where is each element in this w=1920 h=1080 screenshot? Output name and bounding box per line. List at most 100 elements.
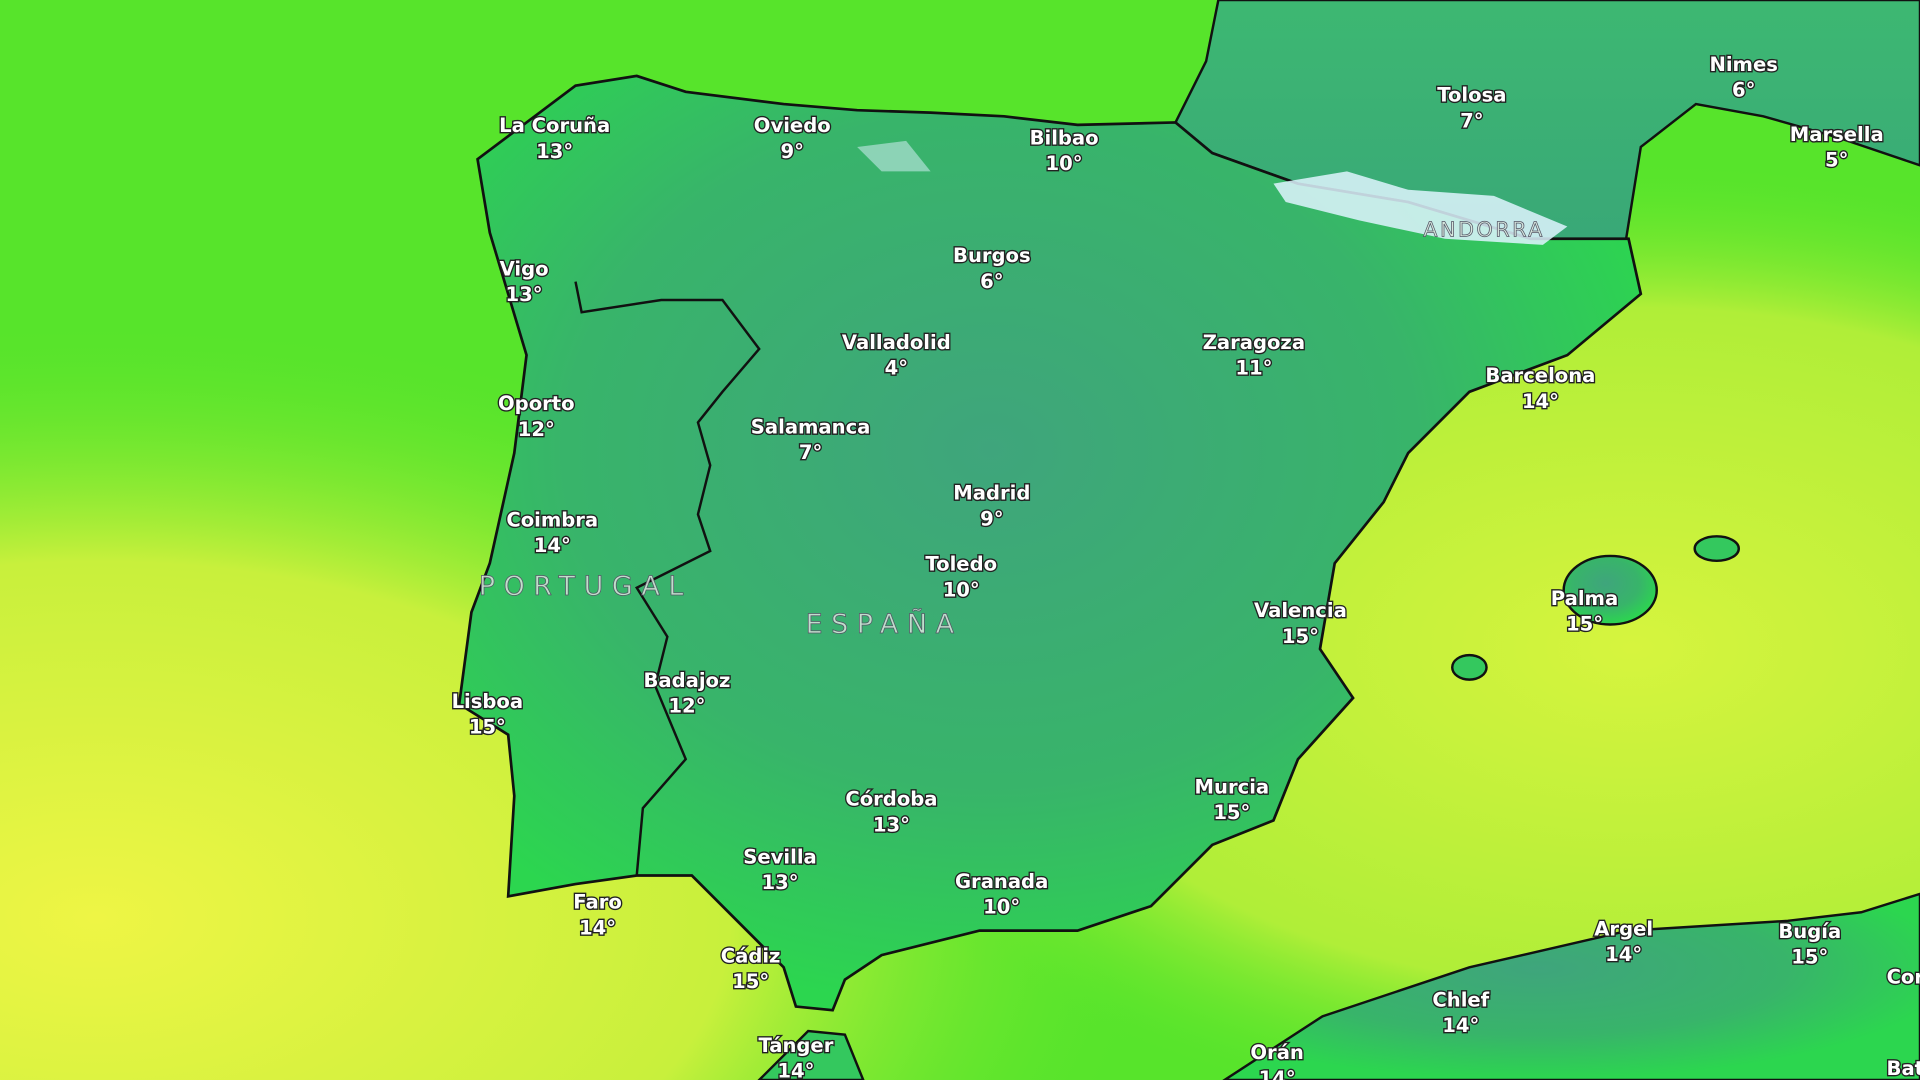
city-name: Granada xyxy=(955,870,1048,893)
city-label[interactable]: Bat xyxy=(1885,1056,1920,1080)
mallorca-island xyxy=(1562,554,1658,626)
city-temperature: 15° xyxy=(1213,801,1250,824)
city-label[interactable]: Valladolid 4° xyxy=(841,330,953,381)
city-label[interactable]: Barcelona 14° xyxy=(1484,363,1597,414)
city-name: Valladolid xyxy=(842,331,951,354)
city-name: Córdoba xyxy=(845,788,937,811)
city-temperature: 12° xyxy=(518,418,555,441)
city-temperature: 12° xyxy=(668,695,705,718)
north-africa-land xyxy=(1222,892,1920,1080)
city-temperature: 14° xyxy=(1605,943,1642,966)
city-temperature: 15° xyxy=(732,970,769,993)
portugal-spain-border xyxy=(574,281,761,876)
city-name: Badajoz xyxy=(643,669,730,692)
city-name: Marsella xyxy=(1790,123,1884,146)
city-name: Cádiz xyxy=(721,944,781,967)
city-name: Nimes xyxy=(1709,53,1777,76)
city-label[interactable]: Valencia 15° xyxy=(1253,598,1348,649)
city-temperature: 13° xyxy=(536,140,573,163)
city-label[interactable]: Burgos 6° xyxy=(952,243,1032,294)
city-temperature: 5° xyxy=(1825,149,1848,172)
city-temperature: 11° xyxy=(1235,357,1272,380)
city-name: Murcia xyxy=(1195,775,1270,798)
city-temperature: 9° xyxy=(980,507,1003,530)
city-temperature: 13° xyxy=(873,813,910,836)
city-label[interactable]: Cádiz 15° xyxy=(719,943,781,994)
city-temperature: 13° xyxy=(761,871,798,894)
city-label[interactable]: Oviedo 9° xyxy=(752,113,832,164)
city-name: Chlef xyxy=(1432,989,1489,1012)
city-label[interactable]: Tánger 14° xyxy=(757,1032,835,1080)
city-temperature: 15° xyxy=(1566,613,1603,636)
city-name: Lisboa xyxy=(452,690,524,713)
city-name: Zaragoza xyxy=(1203,331,1305,354)
city-name: Argel xyxy=(1594,918,1653,941)
city-temperature: 13° xyxy=(506,283,543,306)
city-temperature: 6° xyxy=(980,270,1003,293)
city-temperature: 15° xyxy=(469,715,506,738)
city-name: Palma xyxy=(1551,587,1618,610)
city-label[interactable]: La Coruña 13° xyxy=(498,113,612,164)
city-name: Tolosa xyxy=(1437,84,1506,107)
city-name: Valencia xyxy=(1254,599,1347,622)
city-name: Burgos xyxy=(953,244,1031,267)
city-temperature: 15° xyxy=(1791,946,1828,969)
city-temperature: 10° xyxy=(1046,152,1083,175)
city-label[interactable]: Zaragoza 11° xyxy=(1201,330,1306,381)
city-label[interactable]: Murcia 15° xyxy=(1193,774,1270,825)
country-label-andorra: ANDORRA xyxy=(1423,217,1545,241)
city-label[interactable]: Salamanca 7° xyxy=(749,414,871,465)
city-label[interactable]: Bugía 15° xyxy=(1777,919,1843,970)
city-temperature: 14° xyxy=(534,534,571,557)
city-temperature: 10° xyxy=(983,895,1020,918)
city-name: Cor xyxy=(1887,965,1920,988)
city-temperature: 14° xyxy=(579,916,616,939)
city-name: Bilbao xyxy=(1030,126,1099,149)
city-temperature: 10° xyxy=(943,578,980,601)
city-label[interactable]: Orán 14° xyxy=(1249,1040,1305,1080)
city-label[interactable]: Nimes 6° xyxy=(1708,52,1779,103)
city-label[interactable]: Oporto 12° xyxy=(497,391,576,442)
city-temperature: 14° xyxy=(1259,1067,1296,1080)
city-name: Bugía xyxy=(1778,920,1841,943)
city-label[interactable]: Marsella 5° xyxy=(1788,121,1885,172)
city-temperature: 7° xyxy=(1460,109,1483,132)
city-name: Bat xyxy=(1887,1057,1920,1080)
city-temperature: 9° xyxy=(781,140,804,163)
city-name: Faro xyxy=(573,891,622,914)
pyrenees-snow xyxy=(1273,171,1568,245)
city-name: Vigo xyxy=(500,258,549,281)
city-name: Madrid xyxy=(953,482,1030,505)
city-label[interactable]: Palma 15° xyxy=(1549,586,1619,637)
city-name: Tánger xyxy=(758,1034,833,1057)
city-label[interactable]: Sevilla 13° xyxy=(742,844,818,895)
city-temperature: 6° xyxy=(1732,79,1755,102)
city-temperature: 15° xyxy=(1282,625,1319,648)
tangier-land xyxy=(757,1029,865,1080)
city-label[interactable]: Badajoz 12° xyxy=(642,668,732,719)
city-name: Barcelona xyxy=(1485,364,1595,387)
ibiza-island xyxy=(1451,653,1488,681)
city-temperature: 4° xyxy=(885,357,908,380)
city-temperature: 14° xyxy=(777,1060,814,1080)
city-label[interactable]: Bilbao 10° xyxy=(1028,125,1100,176)
city-name: Toledo xyxy=(925,553,997,576)
city-name: Coimbra xyxy=(506,509,598,532)
city-name: Salamanca xyxy=(751,415,871,438)
city-name: Oviedo xyxy=(754,114,831,137)
country-label-portugal: PORTUGAL xyxy=(479,571,692,602)
city-label[interactable]: Cor xyxy=(1885,964,1920,990)
